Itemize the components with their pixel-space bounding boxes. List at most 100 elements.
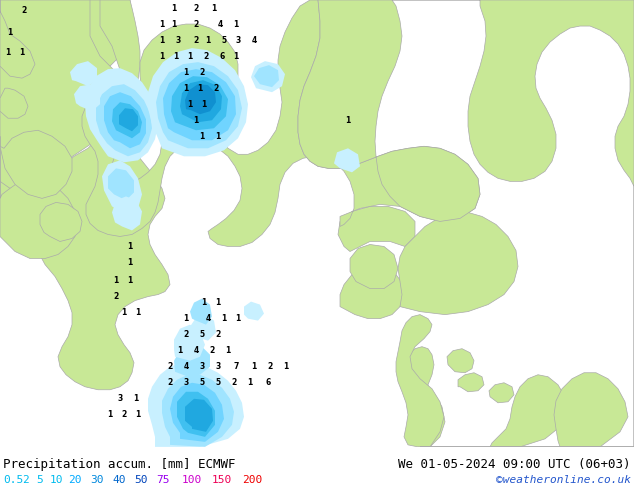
Text: 2: 2 xyxy=(216,330,221,339)
Text: 6: 6 xyxy=(219,51,224,61)
Polygon shape xyxy=(298,0,634,447)
Text: 1: 1 xyxy=(251,362,257,371)
Text: 4: 4 xyxy=(183,362,189,371)
Text: 1: 1 xyxy=(202,99,207,109)
Text: 1: 1 xyxy=(199,132,205,141)
Text: 2: 2 xyxy=(209,346,215,355)
Text: 1: 1 xyxy=(235,314,241,323)
Text: 1: 1 xyxy=(133,394,139,403)
Text: 2: 2 xyxy=(193,20,198,28)
Text: 1: 1 xyxy=(136,410,141,419)
Text: ©weatheronline.co.uk: ©weatheronline.co.uk xyxy=(496,475,631,485)
Text: 150: 150 xyxy=(212,475,232,485)
Polygon shape xyxy=(156,62,242,148)
Text: 50: 50 xyxy=(134,475,148,485)
Polygon shape xyxy=(458,373,484,392)
Text: 2: 2 xyxy=(193,3,198,13)
Text: 2: 2 xyxy=(22,5,27,15)
Text: 1: 1 xyxy=(5,48,11,57)
Text: 1: 1 xyxy=(193,116,198,125)
Polygon shape xyxy=(0,88,28,118)
Text: 1: 1 xyxy=(127,258,133,267)
Text: We 01-05-2024 09:00 UTC (06+03): We 01-05-2024 09:00 UTC (06+03) xyxy=(399,458,631,471)
Polygon shape xyxy=(447,349,474,373)
Polygon shape xyxy=(554,373,628,447)
Text: 5: 5 xyxy=(200,330,205,339)
Polygon shape xyxy=(170,383,224,442)
Polygon shape xyxy=(119,108,138,131)
Text: 1: 1 xyxy=(173,51,179,61)
Text: 1: 1 xyxy=(107,410,113,419)
Text: 2: 2 xyxy=(183,330,189,339)
Text: 1: 1 xyxy=(202,298,207,307)
Text: 1: 1 xyxy=(178,346,183,355)
Text: 2: 2 xyxy=(22,475,29,485)
Polygon shape xyxy=(340,267,404,318)
Polygon shape xyxy=(350,245,398,289)
Text: 20: 20 xyxy=(68,475,82,485)
Text: 2: 2 xyxy=(268,362,273,371)
Text: 3: 3 xyxy=(176,36,181,45)
Text: 2: 2 xyxy=(204,51,209,61)
Text: 3: 3 xyxy=(117,394,122,403)
Text: 200: 200 xyxy=(242,475,262,485)
Polygon shape xyxy=(112,196,142,230)
Polygon shape xyxy=(396,315,444,447)
Text: 3: 3 xyxy=(199,362,205,371)
Text: 30: 30 xyxy=(90,475,103,485)
Polygon shape xyxy=(334,148,360,172)
Text: 2: 2 xyxy=(121,410,127,419)
Polygon shape xyxy=(162,375,234,447)
Polygon shape xyxy=(171,76,228,130)
Text: 5: 5 xyxy=(36,475,42,485)
Polygon shape xyxy=(185,84,216,114)
Polygon shape xyxy=(0,0,125,188)
Text: 1: 1 xyxy=(136,308,141,317)
Text: 0.5: 0.5 xyxy=(3,475,23,485)
Polygon shape xyxy=(74,84,100,111)
Text: 5: 5 xyxy=(221,36,226,45)
Text: 6: 6 xyxy=(266,378,271,387)
Text: 1: 1 xyxy=(159,51,165,61)
Text: 1: 1 xyxy=(113,276,119,285)
Polygon shape xyxy=(148,363,244,447)
Text: 2: 2 xyxy=(167,362,172,371)
Polygon shape xyxy=(0,0,130,196)
Polygon shape xyxy=(185,399,213,432)
Text: 4: 4 xyxy=(217,20,223,28)
Text: 3: 3 xyxy=(183,378,189,387)
Text: 3: 3 xyxy=(216,362,221,371)
Text: 1: 1 xyxy=(159,36,165,45)
Polygon shape xyxy=(338,206,415,251)
Polygon shape xyxy=(190,298,212,325)
Polygon shape xyxy=(108,169,134,200)
Polygon shape xyxy=(398,213,518,315)
Polygon shape xyxy=(0,136,78,259)
Text: 1: 1 xyxy=(188,99,193,109)
Polygon shape xyxy=(18,0,170,390)
Text: 1: 1 xyxy=(183,314,189,323)
Text: 75: 75 xyxy=(156,475,169,485)
Polygon shape xyxy=(489,383,514,403)
Polygon shape xyxy=(190,315,216,341)
Text: 3: 3 xyxy=(235,36,241,45)
Text: 100: 100 xyxy=(182,475,202,485)
Text: 2: 2 xyxy=(113,292,119,301)
Text: 1: 1 xyxy=(211,3,217,13)
Text: Precipitation accum. [mm] ECMWF: Precipitation accum. [mm] ECMWF xyxy=(3,458,235,471)
Polygon shape xyxy=(102,160,142,215)
Polygon shape xyxy=(104,92,146,148)
Text: 1: 1 xyxy=(20,48,25,57)
Polygon shape xyxy=(112,102,142,138)
Text: 4: 4 xyxy=(251,36,257,45)
Text: 1: 1 xyxy=(188,51,193,61)
Text: 1: 1 xyxy=(216,132,221,141)
Polygon shape xyxy=(85,68,158,162)
Text: 1: 1 xyxy=(346,116,351,125)
Polygon shape xyxy=(174,325,205,361)
Text: 1: 1 xyxy=(225,346,231,355)
Text: 10: 10 xyxy=(50,475,63,485)
Polygon shape xyxy=(177,392,215,437)
Polygon shape xyxy=(0,0,35,78)
Text: 1: 1 xyxy=(247,378,252,387)
